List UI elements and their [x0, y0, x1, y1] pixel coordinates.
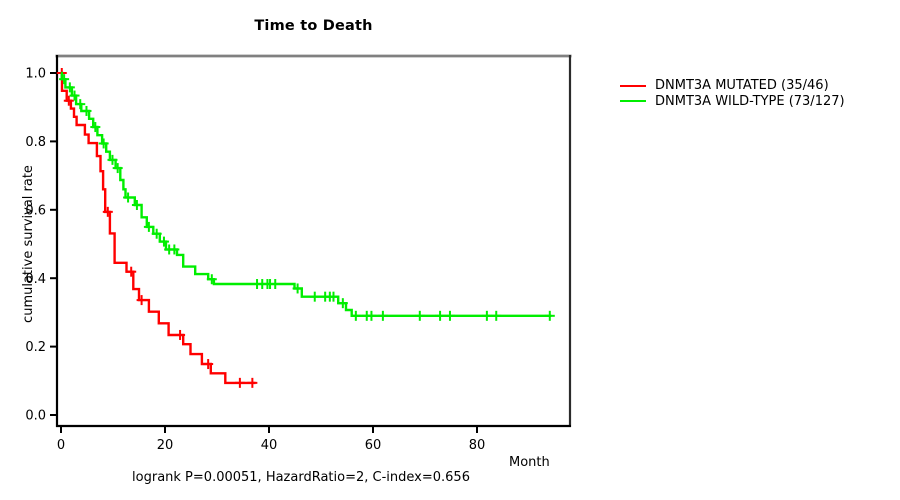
x-tick-label: 20: [157, 438, 174, 453]
legend-label-wildtype: DNMT3A WILD-TYPE (73/127): [655, 93, 845, 109]
legend-item-mutated: DNMT3A MUTATED (35/46): [620, 78, 845, 94]
y-tick-label: 0.4: [25, 272, 46, 287]
x-tick-label: 80: [469, 438, 486, 453]
green-line-swatch: [620, 100, 646, 103]
x-tick-label: 60: [365, 438, 382, 453]
statistics-footer: logrank P=0.00051, HazardRatio=2, C-inde…: [132, 470, 470, 485]
y-tick-label: 0.8: [25, 135, 46, 150]
legend-label-mutated: DNMT3A MUTATED (35/46): [655, 78, 829, 94]
x-axis-label: Month: [509, 455, 550, 470]
mutated-curve: [60, 71, 256, 385]
wildtype-curve: [60, 71, 552, 317]
y-axis-label: cumulative survival rate: [21, 165, 36, 323]
legend-item-wildtype: DNMT3A WILD-TYPE (73/127): [620, 94, 845, 110]
y-tick-label: 0.0: [25, 409, 46, 424]
x-tick-label: 0: [57, 438, 65, 453]
legend: DNMT3A MUTATED (35/46) DNMT3A WILD-TYPE …: [620, 78, 845, 109]
page-title: Time to Death: [254, 18, 373, 34]
red-line-swatch: [620, 84, 646, 87]
x-tick-label: 40: [261, 438, 278, 453]
y-tick-label: 0.6: [25, 203, 46, 218]
y-tick-label: 1.0: [25, 67, 46, 82]
y-tick-label: 0.2: [25, 340, 46, 355]
